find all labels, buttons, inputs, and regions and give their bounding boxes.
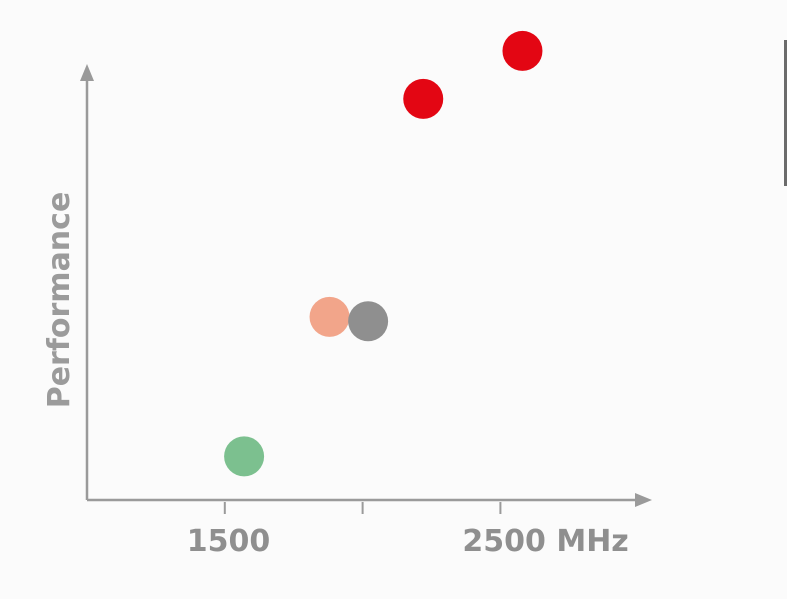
y-axis-label: Performance (42, 192, 77, 409)
y-axis-arrow (80, 64, 94, 81)
data-point (224, 436, 265, 477)
data-point (403, 78, 444, 119)
data-point (348, 301, 389, 342)
window-edge (784, 40, 787, 186)
data-point (309, 296, 350, 337)
data-points (224, 30, 543, 477)
x-tick-label: 1500 (187, 524, 271, 559)
x-ticks: 1500 2500 MHz (187, 502, 629, 559)
x-tick-label: 2500 MHz (462, 524, 628, 559)
x-axis (87, 493, 652, 507)
x-axis-arrow (635, 493, 652, 507)
y-axis (80, 64, 94, 500)
data-point (502, 30, 543, 71)
